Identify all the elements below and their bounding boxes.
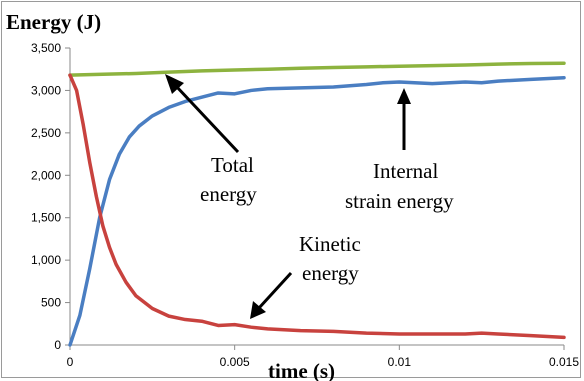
series-total-energy — [68, 61, 566, 77]
annotation-kinetic-energy: Kinetic energy — [250, 232, 361, 319]
y-ticks: 0 500 1,000 1,500 2,000 2,500 3,000 3,500 — [31, 41, 70, 352]
y-tick-label: 2,000 — [31, 168, 61, 182]
arrowhead-internal-energy — [397, 88, 411, 104]
annotation-kinetic-line2: energy — [302, 261, 359, 285]
x-ticks: 0 0.005 0.01 0.015 — [67, 345, 579, 369]
y-tick-label: 0 — [54, 338, 61, 352]
arrowhead-kinetic-energy — [250, 301, 266, 319]
arrowhead-total-energy — [165, 74, 184, 94]
x-axis-title: time (s) — [268, 359, 335, 381]
annotation-total-line2: energy — [200, 182, 257, 206]
x-tick-label: 0.015 — [549, 355, 579, 369]
x-tick-label: 0.005 — [220, 355, 250, 369]
x-tick-label: 0 — [67, 355, 74, 369]
series-internal-strain-energy — [68, 75, 566, 347]
y-tick-label: 500 — [41, 296, 61, 310]
y-tick-label: 1,500 — [31, 211, 61, 225]
y-tick-label: 3,000 — [31, 83, 61, 97]
series-lines — [68, 61, 566, 347]
annotation-internal-line2: strain energy — [345, 189, 454, 213]
y-tick-label: 1,000 — [31, 253, 61, 267]
series-kinetic-energy — [68, 73, 566, 340]
arrow-total-energy — [174, 84, 240, 154]
y-tick-label: 2,500 — [31, 126, 61, 140]
x-tick-label: 0.01 — [388, 355, 412, 369]
y-tick-label: 3,500 — [31, 41, 61, 55]
annotation-kinetic-line1: Kinetic — [299, 232, 361, 256]
annotation-total-energy: Total energy — [165, 74, 257, 206]
y-axis-title: Energy (J) — [6, 10, 101, 34]
arrow-kinetic-energy — [257, 271, 293, 310]
annotation-total-line1: Total — [211, 153, 254, 177]
annotation-internal-line1: Internal — [373, 159, 438, 183]
annotation-internal-energy: Internal strain energy — [345, 88, 454, 213]
